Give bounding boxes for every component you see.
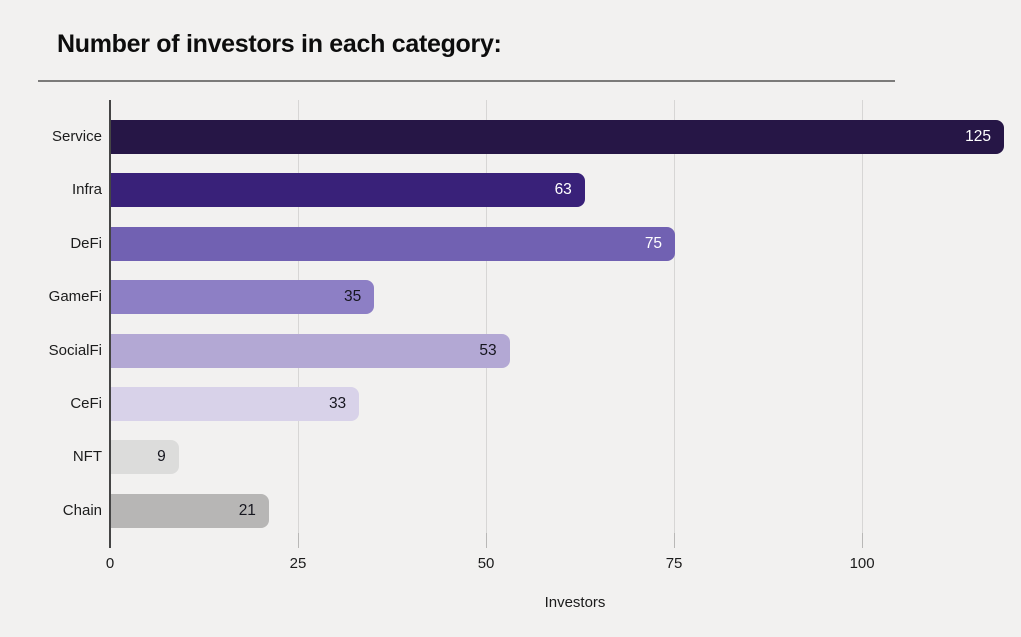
bar: 53 [111,333,510,368]
bar: 75 [111,226,676,261]
y-axis-line [109,100,111,548]
bar: 125 [111,120,1004,154]
bar: 35 [111,280,375,315]
bar-value-label: 63 [554,181,572,199]
gridline [862,100,864,533]
category-label: Chain [62,501,102,519]
x-tick-label: 75 [665,555,683,572]
bar-value-label: 125 [965,128,991,145]
bar: 9 [111,440,179,475]
bar: 63 [111,173,585,208]
category-label: Service [51,128,102,145]
x-tick-label: 100 [849,555,875,572]
plot-area: 0 25 50 75 100 Service 125 Infra 63 DeFi 75 GameFi 3… [49,100,1005,572]
x-axis-title: Investors [544,594,606,611]
category-label: GameFi [48,288,102,306]
category-label: CeFi [70,395,102,412]
bar-value-label: 53 [479,341,497,359]
x-tick-label: 50 [477,555,495,572]
bar-value-label: 75 [644,234,663,252]
chart-title: Number of investors in each category: [57,30,502,58]
x-tick-label: 25 [289,555,307,572]
x-tick [862,533,864,548]
x-tick [674,533,676,548]
x-tick [298,533,300,548]
bar-value-label: 9 [157,448,166,466]
category-label: NFT [72,448,102,466]
category-label: SocialFi [48,341,102,359]
category-label: Infra [71,181,102,199]
x-tick-label: 0 [105,555,115,572]
category-label: DeFi [70,234,102,252]
gridline [486,100,488,533]
title-divider [38,80,895,82]
bar-value-label: 35 [343,288,362,306]
gridline [674,100,676,533]
gridline [298,100,300,533]
bar-value-label: 33 [328,395,347,412]
bar-value-label: 21 [238,501,256,519]
bar: 33 [111,387,360,421]
bar: 21 [111,493,269,528]
x-tick [486,533,488,548]
